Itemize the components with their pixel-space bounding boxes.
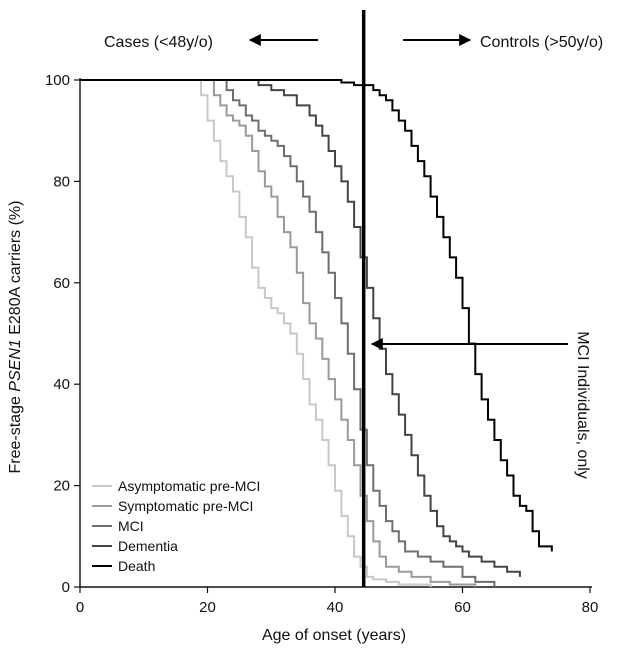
y-axis-title-gene: PSEN1 [7,339,24,391]
mci-only-label: MCI Individuals, only [574,331,591,479]
legend-label-1: Symptomatic pre-MCI [118,498,253,514]
y-axis-title: Free-stage PSEN1 E280A carriers (%) [7,201,24,474]
legend-label-4: Death [118,558,155,574]
annotation-group: Cases (<48y/o) Controls (>50y/o) [104,34,603,51]
legend-label-0: Asymptomatic pre-MCI [118,478,260,494]
y-tick-label: 0 [62,579,70,596]
y-axis-title-prefix: Free-stage [7,392,24,474]
x-axis-title: Age of onset (years) [262,627,406,644]
cases-label: Cases (<48y/o) [104,34,213,51]
y-tick-label: 20 [53,478,70,495]
series-line-0 [80,79,432,587]
legend-label-3: Dementia [118,538,178,554]
y-tick-label: 80 [53,173,70,190]
x-tick-label: 20 [199,599,216,616]
legend-label-2: MCI [118,518,144,534]
series-line-1 [80,79,477,587]
x-tick-label: 60 [454,599,471,616]
controls-label: Controls (>50y/o) [480,34,603,51]
y-tick-label: 60 [53,275,70,292]
y-tick-label: 40 [53,376,70,393]
y-tick-label: 100 [45,72,70,89]
series-line-2 [80,79,496,587]
series-line-3 [80,79,521,577]
x-tick-label: 40 [327,599,344,616]
y-axis-title-suffix: E280A carriers (%) [7,201,24,340]
x-tick-label: 80 [582,599,599,616]
series-line-4 [80,79,553,552]
legend: Asymptomatic pre-MCI Symptomatic pre-MCI M… [92,478,260,574]
plot-area: 0 20 40 60 80 0 20 40 60 80 100 [45,72,598,616]
x-tick-label: 0 [76,599,84,616]
